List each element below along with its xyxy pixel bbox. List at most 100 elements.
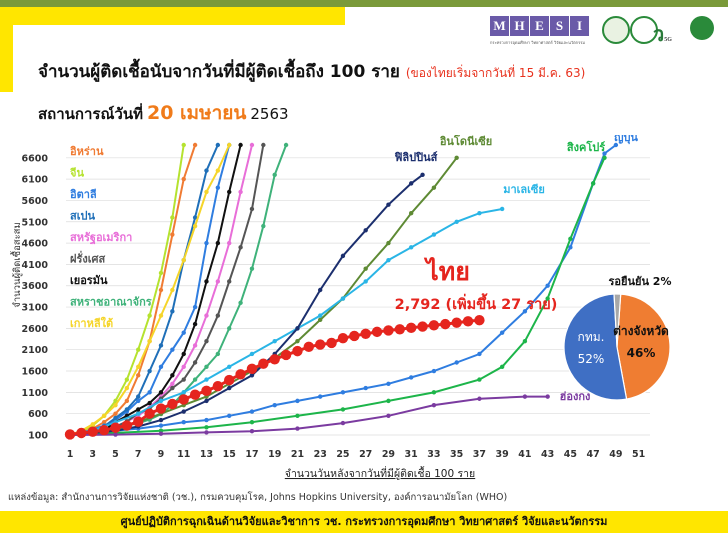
series-point (158, 343, 164, 348)
series-point (295, 426, 300, 431)
pie-chart: ต่างจังหวัด 46% กทม. 52% รอยืนยัน 2% (563, 275, 672, 401)
x-tick-labels: 1 3 5 7 9 11 13 15 17 19 21 23 25 27 29 31 33 35 37 39 41 43 4… (67, 449, 646, 460)
y-tick-label: 4100 (22, 260, 49, 271)
series-point (408, 375, 414, 380)
series-point (249, 428, 255, 434)
series-point (340, 296, 346, 301)
thai-point (110, 422, 121, 433)
pie-slice (616, 293, 671, 400)
legend-item: สเปน (70, 210, 95, 223)
series-point (147, 390, 152, 395)
x-tick-label: 5 (112, 449, 119, 460)
thai-point (76, 427, 87, 439)
thai-point (189, 389, 201, 400)
mhesi-letter: M (490, 16, 509, 36)
series-point (124, 385, 130, 391)
x-tick-label: 29 (382, 449, 395, 460)
series-point (317, 317, 323, 323)
yellow-accent-bar (0, 7, 345, 25)
series-point (238, 189, 243, 195)
x-tick-label: 49 (609, 449, 622, 460)
thai-point (326, 337, 337, 349)
thai-point (235, 369, 246, 380)
series-point (170, 381, 175, 387)
series-point (499, 330, 505, 335)
series-point (272, 402, 277, 408)
thai-point (246, 363, 258, 375)
series-point (317, 394, 323, 399)
mhesi-letter: S (550, 16, 569, 36)
series-point (238, 300, 243, 305)
legend-item: อิหร่าน (70, 145, 104, 158)
series-point (147, 368, 152, 374)
series-point (170, 287, 175, 293)
series-point (158, 270, 164, 276)
thai-point (258, 358, 269, 369)
series-point (192, 343, 198, 348)
legend-item: เกาหลีใต้ (70, 316, 113, 330)
series-point (590, 181, 596, 186)
series-point (204, 364, 209, 369)
thai-point (98, 425, 110, 436)
series-point (249, 351, 255, 357)
thai-point (428, 320, 440, 331)
series-point (408, 245, 414, 250)
thai-point (474, 314, 485, 326)
series-point (363, 385, 368, 391)
series-point (136, 411, 141, 416)
thai-point (144, 408, 155, 419)
y-tick-label: 1600 (22, 367, 49, 378)
series-point (408, 211, 414, 216)
annotation-label: มาเลเซีย (503, 183, 545, 196)
thai-point (462, 316, 474, 327)
x-tick-label: 13 (200, 449, 213, 460)
thai-markers (64, 314, 485, 440)
series-point (113, 402, 118, 408)
thai-point (383, 325, 394, 336)
series-line (69, 395, 548, 436)
pie-slice (613, 293, 622, 348)
series-point (147, 400, 152, 406)
y-tick-label: 6100 (22, 175, 49, 186)
series-point (317, 287, 323, 293)
series-point (295, 326, 300, 331)
series-point (227, 385, 232, 391)
series-point (272, 172, 277, 178)
series-point (317, 313, 323, 318)
page-title: จำนวนผู้ติดเชื้อนับจากวันที่มีผู้ติดเชื้… (38, 62, 586, 82)
thai-point (337, 333, 349, 344)
legend-item: อิตาลี (70, 188, 97, 201)
series-point (158, 313, 164, 318)
series-point (215, 351, 221, 357)
series-line (69, 208, 503, 436)
series-point (238, 245, 243, 250)
x-tick-label: 43 (541, 449, 554, 460)
series-point (545, 283, 550, 288)
series-point (283, 142, 289, 148)
series-point (192, 215, 198, 220)
series-point (181, 420, 186, 425)
series-point (192, 321, 198, 327)
series-point (181, 176, 186, 182)
thai-point (155, 403, 167, 414)
series-point (249, 206, 255, 212)
series-point (454, 219, 459, 224)
fiveg-logo: ว5G (653, 24, 672, 46)
series-point (602, 151, 607, 156)
series-point (215, 185, 221, 190)
annotation-label: ไทย (423, 256, 470, 286)
thai-point (394, 324, 406, 335)
chart-annotations: ฟิลิปปินส์อินโดนีเซีย สิงคโปร์ ญี่ปุ่นมาเล… (394, 135, 638, 403)
x-tick-label: 31 (405, 449, 418, 460)
series-point (170, 309, 175, 314)
x-tick-label: 39 (496, 449, 509, 460)
pie-outside-label: รอยืนยัน 2% (609, 275, 672, 288)
series-point (386, 240, 391, 246)
series-point (386, 381, 391, 387)
series-point (522, 309, 528, 314)
series-point (147, 338, 152, 344)
series-point (227, 142, 232, 148)
series-point (499, 206, 505, 212)
series-point (545, 394, 550, 399)
